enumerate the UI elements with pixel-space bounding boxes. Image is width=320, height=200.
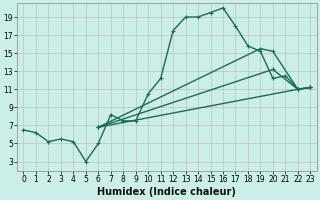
X-axis label: Humidex (Indice chaleur): Humidex (Indice chaleur) (98, 187, 236, 197)
